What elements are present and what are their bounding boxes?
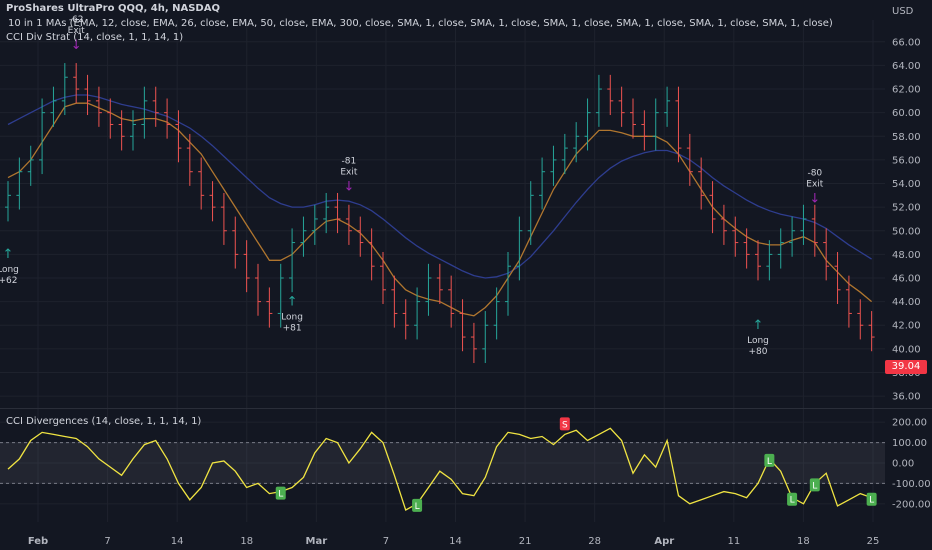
time-axis[interactable]: Feb 7 14 18 Mar 7 14 21 28 Apr 11 18 25 xyxy=(28,536,880,547)
price-tick-label: 36.00 xyxy=(892,392,921,403)
time-tick-label: 28 xyxy=(588,536,601,547)
time-tick-label: 21 xyxy=(519,536,532,547)
exit-arrow-icon: ↓ xyxy=(71,38,82,53)
price-tick-label: 64.00 xyxy=(892,61,921,72)
time-tick-label: 18 xyxy=(797,536,810,547)
cci-tick-label: 100.00 xyxy=(892,438,927,449)
last-price-tag: 39.04 xyxy=(885,360,927,374)
time-tick-label: 14 xyxy=(449,536,462,547)
symbol-title: ProShares UltraPro QQQ, 4h, NASDAQ xyxy=(6,3,220,14)
price-axis-unit: USD xyxy=(892,6,914,17)
strategy-indicator-label: CCI Div Strat (14, close, 1, 1, 14, 1) xyxy=(6,32,184,43)
ema-slow-line xyxy=(7,94,872,279)
cci-tick-label: -100.00 xyxy=(892,479,931,490)
ma-indicator-label: 10 in 1 MAs (EMA, 12, close, EMA, 26, cl… xyxy=(8,18,833,29)
long-signal-value: +81 xyxy=(283,323,302,333)
exit-arrow-icon: ↓ xyxy=(809,192,820,207)
exit-signal-value: -81 xyxy=(342,157,357,167)
symbol-legend: ProShares UltraPro QQQ, 4h, NASDAQ xyxy=(6,3,220,14)
divergence-label: L xyxy=(869,496,874,506)
bullish-divergence-marker xyxy=(412,498,423,512)
price-tick-label: 40.00 xyxy=(892,344,921,355)
time-tick-label: Apr xyxy=(654,536,674,547)
exit-arrow-icon: ↓ xyxy=(343,180,354,195)
price-tick-label: 56.00 xyxy=(892,155,921,166)
divergence-label: L xyxy=(415,502,420,512)
time-tick-label: Feb xyxy=(28,536,48,547)
long-signal-value: +80 xyxy=(749,347,768,357)
price-tick-label: 44.00 xyxy=(892,297,921,308)
divergence-label: L xyxy=(767,457,772,467)
time-tick-label: Mar xyxy=(306,536,328,547)
oscillator-indicator-label: CCI Divergences (14, close, 1, 1, 14, 1) xyxy=(6,416,202,427)
trade-signals: ↑Long+62-62Exit↓↑Long+81-81Exit↓↑Long+80… xyxy=(0,15,824,357)
cci-line xyxy=(7,427,872,511)
long-arrow-icon: ↑ xyxy=(287,294,298,309)
cci-tick-label: -200.00 xyxy=(892,499,931,510)
price-tick-label: 50.00 xyxy=(892,226,921,237)
oscillator-legend[interactable]: CCI Divergences (14, close, 1, 1, 14, 1) xyxy=(6,416,201,427)
divergence-label: S xyxy=(562,420,568,430)
long-signal-label: Long xyxy=(281,312,303,322)
price-tick-label: 48.00 xyxy=(892,250,921,261)
cci-path xyxy=(7,427,872,511)
bearish-divergence-marker xyxy=(559,417,570,431)
price-tick-label: 54.00 xyxy=(892,179,921,190)
price-tick-label: 46.00 xyxy=(892,274,921,285)
time-tick-label: 7 xyxy=(383,536,389,547)
ma-legend[interactable]: 10 in 1 MAs (EMA, 12, close, EMA, 26, cl… xyxy=(8,18,833,29)
divergence-label: L xyxy=(812,481,817,491)
cci-band xyxy=(0,442,885,484)
long-arrow-icon: ↑ xyxy=(753,318,764,333)
divergence-markers: L L L L L L S xyxy=(275,417,877,512)
bullish-divergence-marker xyxy=(764,453,775,467)
price-tick-label: 60.00 xyxy=(892,108,921,119)
cci-tick-label: 200.00 xyxy=(892,418,927,429)
price-tick-label: 42.00 xyxy=(892,321,921,332)
price-tick-label: 58.00 xyxy=(892,132,921,143)
price-axis[interactable]: USD36.0038.0040.0042.0044.0046.0048.0050… xyxy=(892,6,921,403)
long-signal-value: +62 xyxy=(0,276,18,286)
exit-signal-value: -80 xyxy=(807,169,822,179)
bullish-divergence-marker xyxy=(866,492,877,506)
long-signal-label: Long xyxy=(0,265,19,275)
bullish-divergence-marker xyxy=(787,492,798,506)
time-tick-label: 18 xyxy=(240,536,253,547)
bullish-divergence-marker xyxy=(809,478,820,492)
strategy-legend[interactable]: CCI Div Strat (14, close, 1, 1, 14, 1) xyxy=(6,32,183,43)
time-tick-label: 7 xyxy=(104,536,110,547)
exit-signal-label: Exit xyxy=(340,168,358,178)
exit-signal-label: Exit xyxy=(68,26,86,36)
cci-band-fill xyxy=(0,442,885,484)
price-tick-label: 66.00 xyxy=(892,37,921,48)
time-tick-label: 25 xyxy=(867,536,880,547)
cci-tick-label: 0.00 xyxy=(892,459,914,470)
ema-slow-path xyxy=(7,94,872,279)
price-tick-label: 52.00 xyxy=(892,203,921,214)
candlestick-series xyxy=(5,63,875,364)
time-tick-label: 11 xyxy=(727,536,740,547)
long-signal-label: Long xyxy=(747,336,769,346)
divergence-label: L xyxy=(790,496,795,506)
divergence-label: L xyxy=(278,490,283,500)
cci-axis[interactable]: 200.00 100.00 0.00 -100.00 -200.00 xyxy=(892,418,931,511)
price-tick-label: 62.00 xyxy=(892,85,921,96)
bullish-divergence-marker xyxy=(275,486,286,500)
exit-signal-value: -62 xyxy=(69,15,84,25)
time-tick-label: 14 xyxy=(171,536,184,547)
long-arrow-icon: ↑ xyxy=(3,247,14,262)
exit-signal-label: Exit xyxy=(806,180,824,190)
